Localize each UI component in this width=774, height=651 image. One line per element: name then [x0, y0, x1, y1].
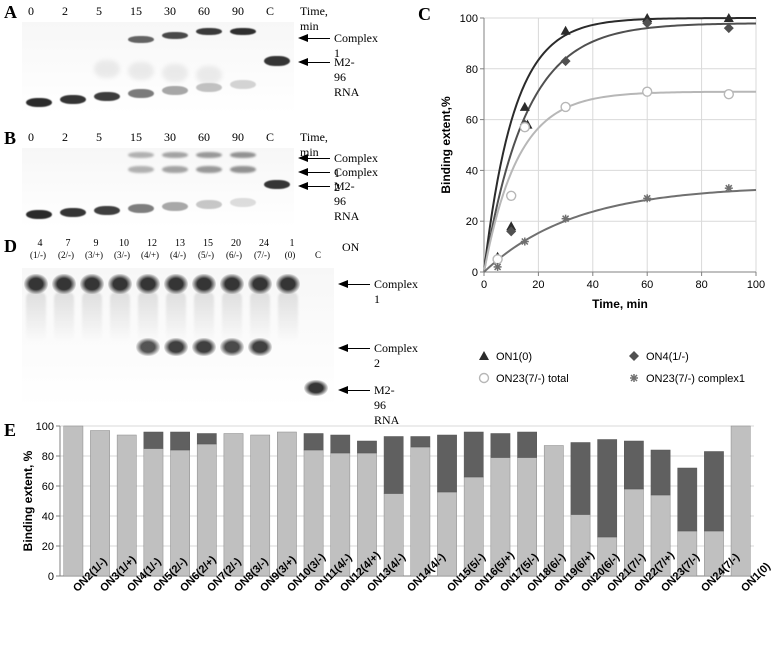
panel-a-gel: 02515306090C Time, min Complex 1 M2-96 R… [22, 6, 322, 118]
svg-text:100: 100 [36, 422, 54, 433]
panel-b-lane-label: 30 [164, 130, 176, 145]
svg-text:80: 80 [42, 451, 54, 463]
panel-d-lane-sub: (2/-) [52, 250, 80, 260]
svg-text:100: 100 [460, 13, 478, 25]
panel-b-arrow-m296: M2-96 RNA [334, 179, 359, 224]
panel-letter-a: A [4, 2, 17, 23]
svg-text:0: 0 [472, 267, 478, 279]
panel-letter-e: E [4, 420, 16, 441]
panel-d-lane-num: 15 [194, 238, 222, 249]
panel-e-chart: 020406080100Binding extent, % ON2(1/-)ON… [20, 422, 760, 647]
panel-d-lane-sub: (0) [276, 250, 304, 260]
panel-d-lane-sub: C [304, 250, 332, 260]
panel-d-arrow-complex1: Complex 1 [374, 277, 418, 307]
svg-text:ON23(7/-) total: ON23(7/-) total [496, 373, 569, 385]
panel-d-lane-num: 12 [138, 238, 166, 249]
panel-b-lane-label: 2 [62, 130, 68, 145]
panel-d-gel: 4(1/-)7(2/-)9(3/+)10(3/-)12(4/+)13(4/-)1… [22, 240, 352, 410]
chart-c-svg: 0 20 40 60 80 100 0 20 40 60 80 100 Time, min Binding… [436, 8, 766, 338]
panel-d-lane-num: 13 [166, 238, 194, 249]
svg-text:40: 40 [587, 279, 599, 291]
svg-text:80: 80 [466, 64, 478, 76]
panel-a-axis-label: Time, min [300, 4, 328, 34]
panel-d-lane-num: 7 [54, 238, 82, 249]
panel-d-lane-num: 20 [222, 238, 250, 249]
svg-text:100: 100 [747, 279, 765, 291]
panel-d-lane-num: 4 [26, 238, 54, 249]
svg-text:40: 40 [466, 165, 478, 177]
panel-a-lane-label: 90 [232, 4, 244, 19]
svg-text:0: 0 [481, 279, 487, 291]
panel-d-lane-sub: (5/-) [192, 250, 220, 260]
panel-d-lane-num: 10 [110, 238, 138, 249]
panel-d-lane-sub: (3/-) [108, 250, 136, 260]
panel-d-lane-sub: (6/-) [220, 250, 248, 260]
svg-text:Time, min: Time, min [592, 297, 648, 311]
panel-a-lane-label: C [266, 4, 274, 19]
panel-b-lane-label: 90 [232, 130, 244, 145]
panel-d-lane-num: 24 [250, 238, 278, 249]
panel-letter-c: C [418, 4, 431, 25]
panel-letter-b: B [4, 128, 16, 149]
panel-a-lane-label: 30 [164, 4, 176, 19]
svg-text:20: 20 [466, 216, 478, 228]
svg-text:ON23(7/-) complex1: ON23(7/-) complex1 [646, 373, 745, 385]
svg-text:Binding extent, %: Binding extent, % [21, 450, 35, 551]
svg-text:20: 20 [42, 541, 54, 553]
panel-a-lane-label: 2 [62, 4, 68, 19]
panel-b-gel: 02515306090C Time, min Complex 1 Complex… [22, 132, 322, 232]
panel-b-lane-label: 15 [130, 130, 142, 145]
panel-b-lane-label: C [266, 130, 274, 145]
chart-c-legend: ON1(0) ON4(1/-) ON23(7/-) total ON23(7/-) c… [476, 346, 766, 395]
panel-d-on-label: ON [342, 240, 359, 255]
svg-text:80: 80 [695, 279, 707, 291]
panel-d-arrow-complex2: Complex 2 [374, 341, 418, 371]
panel-d-lane-sub: (4/-) [164, 250, 192, 260]
svg-text:ON1(0): ON1(0) [496, 351, 532, 363]
panel-letter-d: D [4, 236, 17, 257]
panel-b-lane-label: 0 [28, 130, 34, 145]
panel-d-lane-num: 1 [278, 238, 306, 249]
panel-d-lane-sub: (7/-) [248, 250, 276, 260]
panel-b-lane-label: 5 [96, 130, 102, 145]
panel-d-lane-sub: (1/-) [24, 250, 52, 260]
panel-a-lane-label: 15 [130, 4, 142, 19]
panel-c-chart: 0 20 40 60 80 100 0 20 40 60 80 100 Time, min Binding… [436, 8, 766, 338]
svg-text:0: 0 [48, 571, 54, 582]
panel-d-lane-num: 9 [82, 238, 110, 249]
svg-text:40: 40 [42, 511, 54, 523]
panel-a-lane-label: 5 [96, 4, 102, 19]
panel-a-lane-label: 0 [28, 4, 34, 19]
svg-text:60: 60 [466, 115, 478, 127]
svg-text:20: 20 [532, 279, 544, 291]
svg-text:60: 60 [641, 279, 653, 291]
panel-b-lane-label: 60 [198, 130, 210, 145]
panel-a-arrow-m296: M2-96 RNA [334, 55, 359, 100]
panel-a-lane-label: 60 [198, 4, 210, 19]
svg-text:60: 60 [42, 481, 54, 493]
panel-d-lane-sub: (4/+) [136, 250, 164, 260]
svg-text:ON4(1/-): ON4(1/-) [646, 351, 689, 363]
svg-text:Binding extent,%: Binding extent,% [439, 96, 453, 194]
panel-d-lane-sub: (3/+) [80, 250, 108, 260]
